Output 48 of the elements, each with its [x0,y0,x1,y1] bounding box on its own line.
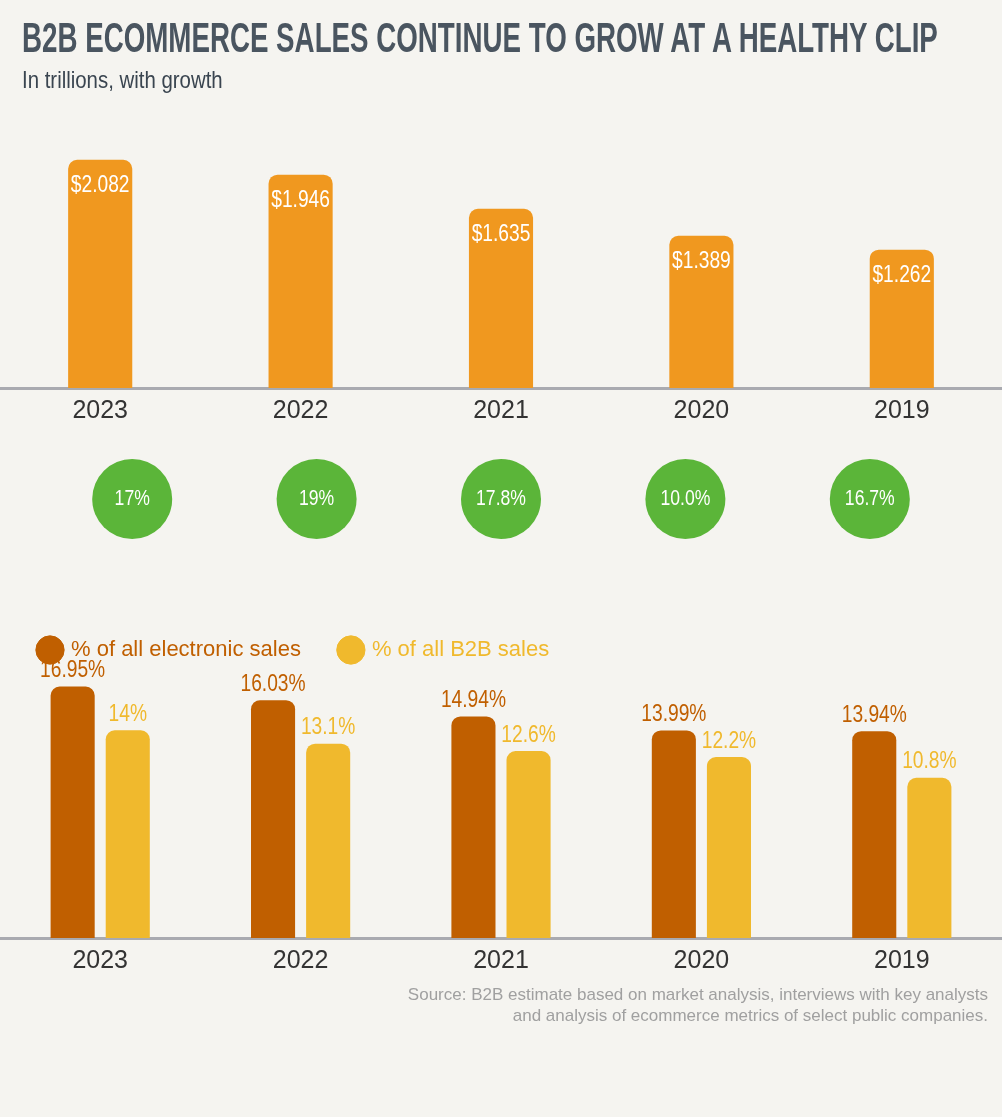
legend-label: % of all B2B sales [371,636,550,662]
x-tick-label: 2020 [673,944,730,973]
chart-title: B2B ECOMMERCE SALES CONTINUE TO GROW AT A HEALTHY CLIP [22,14,939,62]
x-tick-label: 2021 [473,394,529,423]
data-label: 19% [299,485,335,510]
x-tick-label: 2019 [873,944,930,973]
source-note: Source: B2B estimate based on market analysis, interviews with key analysts and analysis of ecommerce metrics of select public companies. [406,984,988,1026]
data-label: 14% [108,698,147,727]
bar [468,208,534,388]
x-tick-label: 2020 [673,394,730,423]
x-tick-label: 2021 [473,944,529,973]
bar [907,777,952,938]
bar [869,249,934,388]
data-label: 13.1% [300,712,356,740]
data-label: 12.6% [501,719,556,748]
data-label: $1.946 [271,185,330,213]
bar [506,751,551,938]
bar [68,159,133,388]
bar [669,235,734,388]
x-tick-label: 2022 [272,944,329,973]
data-label: $1.635 [471,219,531,247]
data-label: 14.94% [440,684,506,713]
bar [306,743,351,938]
data-label: 17.8% [476,485,526,510]
bar [251,700,296,938]
x-tick-label: 2023 [72,944,129,973]
data-label: 10.0% [660,485,711,510]
data-label: 13.94% [841,699,907,728]
data-label: 13.99% [641,699,707,727]
data-label: $1.389 [672,246,731,274]
bar [50,686,95,938]
bar [852,731,897,938]
x-tick-label: 2023 [72,394,129,423]
bar [268,174,333,388]
data-label: 16.03% [240,668,306,697]
bar [651,730,696,938]
bar [706,757,751,938]
data-label: 17% [114,485,150,510]
data-label: 10.8% [902,746,957,774]
data-label: 12.2% [701,725,757,754]
x-tick-label: 2019 [873,394,930,423]
chart-subtitle: In trillions, with growth [22,66,224,94]
bar [105,730,150,938]
x-tick-label: 2022 [272,394,329,423]
bar [451,716,496,938]
data-label: $2.082 [70,170,130,198]
data-label: $1.262 [872,260,932,288]
data-label: 16.7% [844,485,895,510]
